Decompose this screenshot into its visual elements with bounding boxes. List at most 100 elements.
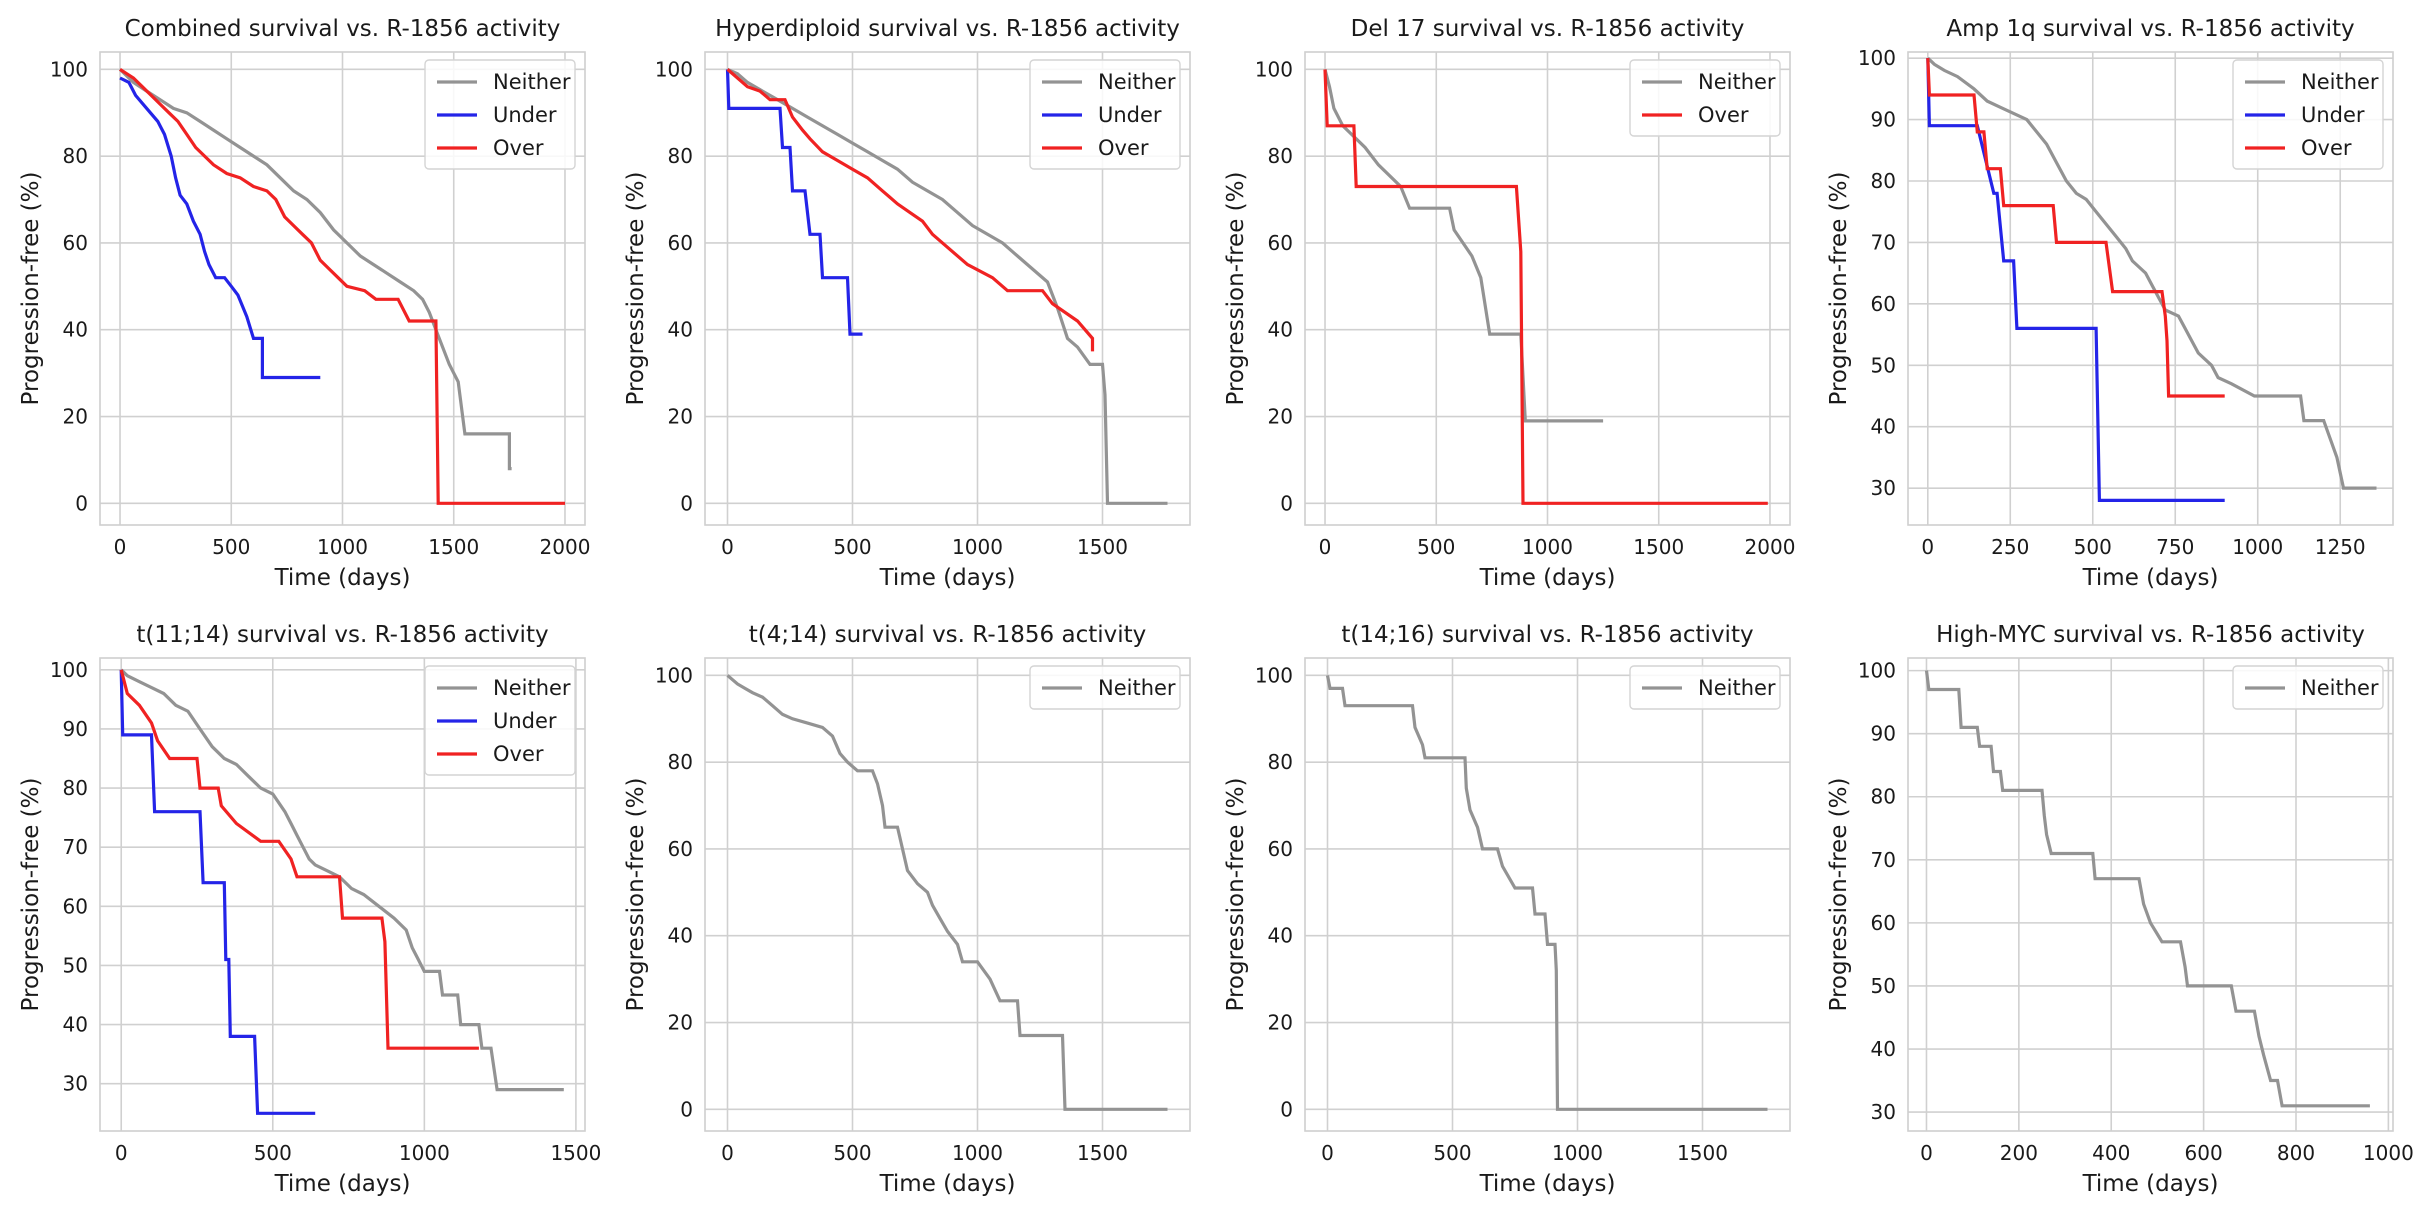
series-line-neither <box>120 668 564 1092</box>
y-tick-label: 80 <box>1871 169 1896 193</box>
x-tick-label: 400 <box>2092 1141 2130 1165</box>
y-tick-label: 100 <box>1858 659 1896 683</box>
y-tick-label: 80 <box>63 144 88 168</box>
y-tick-label: 70 <box>63 835 88 859</box>
y-tick-label: 30 <box>1871 1100 1896 1124</box>
series-line-under <box>725 69 863 336</box>
x-tick-label: 0 <box>1321 1141 1334 1165</box>
y-tick-label: 50 <box>63 953 88 977</box>
x-tick-label: 1500 <box>1077 1141 1128 1165</box>
x-tick-label: 1500 <box>1677 1141 1728 1165</box>
x-tick-label: 1500 <box>1633 535 1684 559</box>
y-tick-label: 60 <box>668 231 693 255</box>
y-tick-label: 20 <box>63 405 88 429</box>
legend-label-over: Over <box>2301 136 2352 160</box>
y-tick-label: 60 <box>63 231 88 255</box>
series-line-over <box>726 68 1095 352</box>
plot-frame <box>704 657 1191 1132</box>
chart-panel-5: 0 500 1000 1500 30 40 50 60 70 80 90 100 t(11;14) su… <box>18 622 601 1197</box>
x-tick-label: 2000 <box>1745 535 1796 559</box>
chart-title: t(11;14) survival vs. R-1856 activity <box>136 622 548 648</box>
chart-title: t(14;16) survival vs. R-1856 activity <box>1341 622 1753 648</box>
x-tick-label: 800 <box>2277 1141 2315 1165</box>
legend-box <box>2232 665 2384 710</box>
x-tick-label: 1500 <box>1077 535 1128 559</box>
x-tick-label: 1000 <box>2232 535 2283 559</box>
series-line-under <box>1926 58 2225 502</box>
y-tick-label: 70 <box>1871 848 1896 872</box>
series-line-neither <box>1926 56 2377 490</box>
plot-frame <box>99 657 586 1132</box>
x-tick-label: 2000 <box>540 535 591 559</box>
chart-title: Amp 1q survival vs. R-1856 activity <box>1946 16 2354 42</box>
legend-box <box>1029 665 1181 710</box>
y-tick-label: 0 <box>680 1097 693 1121</box>
y-tick-label: 60 <box>63 894 88 918</box>
legend-box <box>1029 59 1181 170</box>
y-axis-label: Progression-free (%) <box>623 172 649 406</box>
series-line-neither <box>1323 68 1604 423</box>
y-tick-label: 40 <box>1871 415 1896 439</box>
plot-frame <box>1907 657 2394 1132</box>
series-line-neither <box>1924 670 2370 1108</box>
x-axis-label: Time (days) <box>274 1171 411 1197</box>
y-tick-label: 40 <box>63 1013 88 1037</box>
y-tick-label: 20 <box>668 1011 693 1035</box>
y-tick-label: 20 <box>668 405 693 429</box>
x-tick-label: 500 <box>833 1141 871 1165</box>
y-tick-label: 40 <box>1268 318 1293 342</box>
chart-title: Del 17 survival vs. R-1856 activity <box>1351 16 1745 42</box>
x-tick-label: 500 <box>254 1141 292 1165</box>
x-tick-label: 1000 <box>1522 535 1573 559</box>
x-tick-label: 1000 <box>2363 1141 2414 1165</box>
chart-panel-3: 0 500 1000 1500 2000 0 20 40 60 80 100 Del 17 survi… <box>1223 16 1795 591</box>
y-tick-label: 0 <box>75 491 88 515</box>
x-tick-label: 1500 <box>428 535 479 559</box>
chart-title: Combined survival vs. R-1856 activity <box>125 16 561 42</box>
y-tick-label: 60 <box>668 837 693 861</box>
legend-label-over: Over <box>1698 103 1749 127</box>
legend-box <box>1629 59 1781 137</box>
series-line-neither <box>1325 675 1768 1111</box>
legend-label-over: Over <box>493 136 544 160</box>
y-tick-label: 100 <box>655 57 693 81</box>
x-tick-label: 0 <box>115 1141 128 1165</box>
x-tick-label: 1000 <box>952 535 1003 559</box>
legend-label-neither: Neither <box>493 676 571 700</box>
legend-box <box>2232 59 2384 170</box>
x-tick-label: 500 <box>1433 1141 1471 1165</box>
y-axis-label: Progression-free (%) <box>1223 172 1249 406</box>
x-tick-label: 1000 <box>399 1141 450 1165</box>
x-tick-label: 1000 <box>317 535 368 559</box>
y-tick-label: 60 <box>1268 231 1293 255</box>
chart-title: t(4;14) survival vs. R-1856 activity <box>749 622 1147 648</box>
y-tick-label: 60 <box>1871 911 1896 935</box>
y-tick-label: 40 <box>668 924 693 948</box>
y-axis-label: Progression-free (%) <box>1826 778 1852 1012</box>
y-tick-label: 100 <box>655 663 693 687</box>
y-tick-label: 100 <box>50 658 88 682</box>
chart-panel-7: 0 500 1000 1500 0 20 40 60 80 100 t(14;16) surviva… <box>1223 622 1791 1197</box>
y-tick-label: 90 <box>63 717 88 741</box>
series-line-under <box>119 76 321 380</box>
y-tick-label: 90 <box>1871 108 1896 132</box>
chart-title: Hyperdiploid survival vs. R-1856 activit… <box>715 16 1180 42</box>
legend-label-neither: Neither <box>493 70 571 94</box>
x-tick-label: 0 <box>721 1141 734 1165</box>
x-axis-label: Time (days) <box>1479 565 1616 591</box>
series-line-neither <box>726 674 1168 1111</box>
y-tick-label: 80 <box>1871 785 1896 809</box>
y-tick-label: 70 <box>1871 230 1896 254</box>
plot-frame <box>99 51 586 526</box>
legend-label-under: Under <box>493 103 557 127</box>
legend-label-neither: Neither <box>1098 676 1176 700</box>
y-tick-label: 60 <box>1871 292 1896 316</box>
legend-label-neither: Neither <box>2301 70 2379 94</box>
legend-label-neither: Neither <box>1098 70 1176 94</box>
y-axis-label: Progression-free (%) <box>18 778 44 1012</box>
series-line-neither <box>726 67 1168 505</box>
plot-frame <box>1907 51 2394 526</box>
series-line-over <box>1926 58 2225 398</box>
chart-title: High-MYC survival vs. R-1856 activity <box>1936 622 2365 648</box>
x-tick-label: 0 <box>1921 535 1934 559</box>
